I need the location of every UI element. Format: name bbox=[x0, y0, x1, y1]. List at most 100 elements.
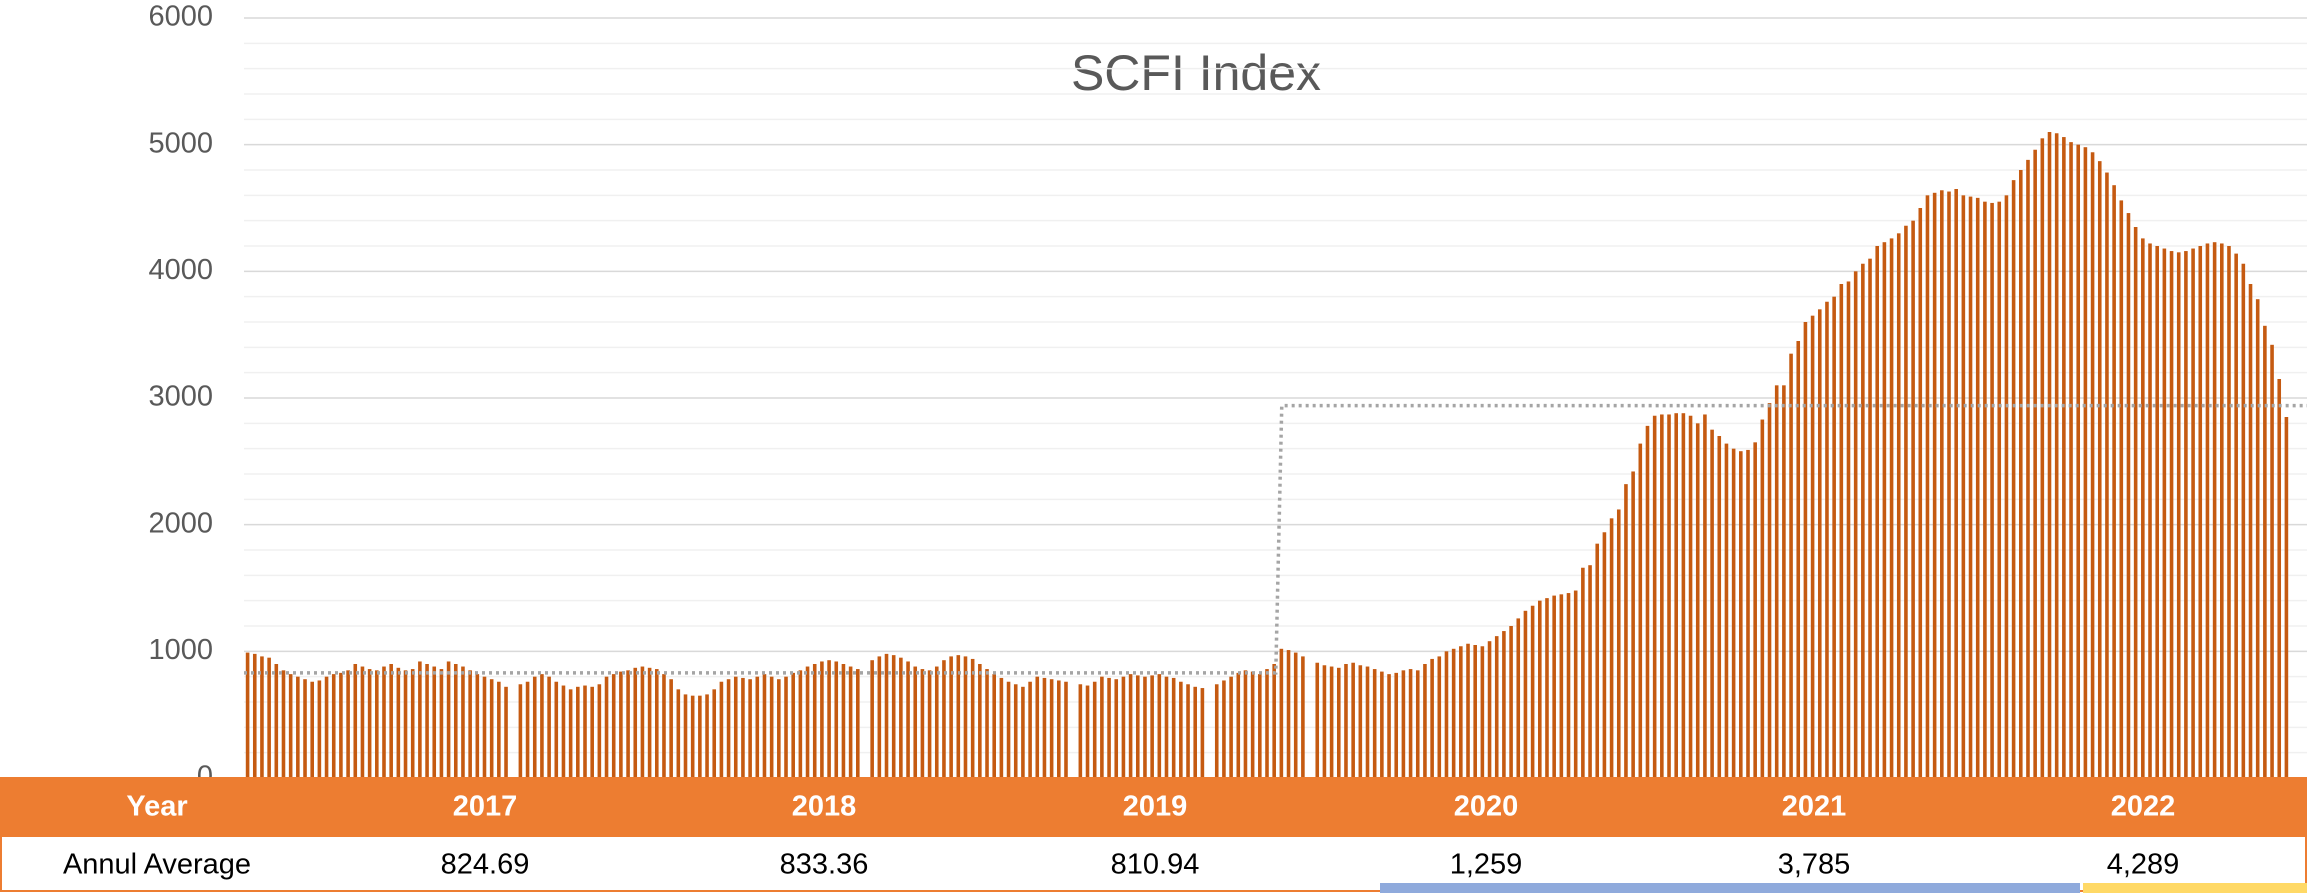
bar bbox=[1028, 681, 1032, 778]
bar bbox=[1121, 676, 1126, 778]
bar bbox=[949, 656, 953, 778]
bar bbox=[554, 681, 559, 778]
bar bbox=[963, 656, 968, 778]
bar bbox=[1688, 415, 1693, 778]
chart-title: SCFI Index bbox=[1071, 45, 1321, 101]
bar bbox=[1983, 201, 1987, 778]
bar bbox=[719, 681, 724, 778]
bar bbox=[418, 661, 422, 778]
bar bbox=[1789, 353, 1793, 778]
bar bbox=[2227, 246, 2231, 778]
bar bbox=[1035, 676, 1040, 778]
table-cell: 4,289 bbox=[2107, 849, 2180, 881]
bar bbox=[1530, 605, 1535, 778]
bar bbox=[432, 666, 437, 778]
bar bbox=[626, 670, 630, 778]
bar bbox=[2205, 243, 2210, 778]
bar bbox=[920, 669, 925, 778]
bar bbox=[468, 670, 472, 778]
bar bbox=[1157, 674, 1162, 778]
bar bbox=[1085, 685, 1090, 778]
bar bbox=[805, 666, 810, 778]
bar bbox=[1293, 652, 1298, 778]
bar bbox=[1767, 403, 1772, 778]
bar bbox=[1164, 676, 1169, 778]
bar bbox=[568, 689, 573, 778]
bar bbox=[662, 674, 666, 778]
bar bbox=[1150, 675, 1154, 778]
bar bbox=[2040, 138, 2045, 779]
bar bbox=[461, 666, 465, 778]
bar bbox=[1581, 567, 1585, 778]
bar bbox=[913, 666, 918, 778]
bar bbox=[382, 666, 386, 778]
bar bbox=[798, 670, 803, 778]
bar bbox=[252, 653, 257, 778]
bar bbox=[1624, 484, 1628, 778]
bar bbox=[1387, 674, 1391, 778]
bar bbox=[396, 667, 401, 778]
bar bbox=[1200, 688, 1205, 778]
bar bbox=[690, 695, 695, 778]
bar bbox=[877, 656, 882, 778]
bar bbox=[1437, 656, 1442, 778]
bar bbox=[1286, 650, 1291, 778]
table-header-bg bbox=[0, 777, 2307, 836]
decor-bar bbox=[2083, 883, 2307, 893]
bar bbox=[762, 674, 767, 778]
bar bbox=[1545, 598, 1549, 778]
bar bbox=[540, 674, 544, 778]
table-cell: 824.69 bbox=[441, 849, 530, 881]
bar bbox=[2119, 200, 2124, 778]
bar bbox=[705, 694, 709, 778]
y-tick-label: 2000 bbox=[148, 507, 213, 539]
bar bbox=[1968, 196, 1973, 779]
bar bbox=[482, 676, 487, 778]
bar bbox=[1932, 192, 1937, 779]
bar bbox=[726, 679, 731, 778]
bar bbox=[489, 679, 494, 778]
bar bbox=[1667, 414, 1671, 778]
bar bbox=[1258, 674, 1262, 778]
bar bbox=[2004, 195, 2009, 779]
bar bbox=[1229, 676, 1233, 778]
bar bbox=[1516, 618, 1521, 778]
bar bbox=[2097, 161, 2102, 779]
bar bbox=[1853, 271, 1858, 778]
bar bbox=[1057, 680, 1061, 778]
bar bbox=[2212, 242, 2217, 778]
bar bbox=[942, 660, 946, 778]
bar bbox=[1236, 672, 1241, 778]
bar bbox=[1459, 646, 1463, 778]
bar bbox=[1336, 667, 1341, 778]
bar bbox=[1315, 662, 1320, 778]
bar bbox=[791, 672, 795, 778]
bar bbox=[992, 674, 996, 778]
bar bbox=[2141, 238, 2145, 778]
bar bbox=[712, 689, 717, 778]
bar bbox=[1746, 449, 1750, 778]
bar bbox=[1817, 309, 1822, 778]
bar bbox=[970, 658, 975, 778]
bar bbox=[1365, 666, 1370, 778]
bar bbox=[2090, 152, 2095, 778]
bar bbox=[999, 677, 1004, 778]
bar bbox=[1602, 532, 1607, 778]
bar bbox=[1573, 590, 1578, 778]
bar bbox=[1243, 670, 1248, 778]
bar bbox=[1674, 413, 1678, 778]
bar bbox=[733, 676, 738, 778]
bar bbox=[1509, 626, 1513, 778]
bar bbox=[1466, 643, 1470, 778]
bar bbox=[619, 671, 623, 778]
bar bbox=[2062, 137, 2066, 779]
bar bbox=[281, 670, 286, 778]
bar bbox=[2191, 248, 2195, 779]
bar bbox=[755, 676, 760, 778]
bar bbox=[1595, 543, 1600, 778]
bar bbox=[1351, 662, 1355, 778]
bar bbox=[1193, 686, 1198, 778]
bar bbox=[576, 686, 580, 778]
bar bbox=[1380, 671, 1384, 778]
bar bbox=[1717, 436, 1722, 778]
